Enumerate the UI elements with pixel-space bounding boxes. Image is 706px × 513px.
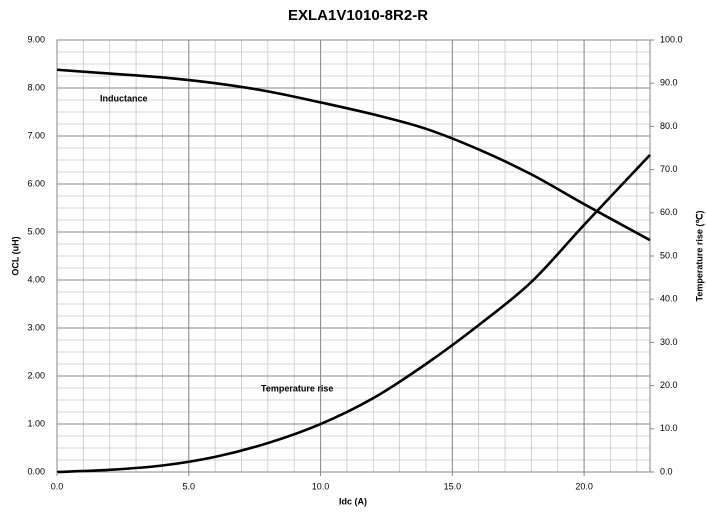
y2-tick-label: 40.0 <box>660 294 678 304</box>
y2-tick-label: 30.0 <box>660 337 678 347</box>
y2-tick-label: 60.0 <box>660 207 678 217</box>
y-tick-label: 2.00 <box>27 370 45 380</box>
annotation: Temperature rise <box>261 383 333 393</box>
y-axis-label: OCL (uH) <box>10 236 20 275</box>
y-tick-label: 5.00 <box>27 226 45 236</box>
series-line <box>56 68 651 242</box>
y2-axis-label: Temperature rise (℃) <box>694 211 704 302</box>
y-tick-label: 8.00 <box>27 82 45 92</box>
y2-tick-label: 50.0 <box>660 250 678 260</box>
y-tick-label: 0.00 <box>27 466 45 476</box>
y2-tick-label: 70.0 <box>660 164 678 174</box>
y2-tick-label: 0.0 <box>660 466 673 476</box>
x-tick-label: 20.0 <box>575 481 593 491</box>
y-tick-label: 7.00 <box>27 130 45 140</box>
y-tick-label: 3.00 <box>27 322 45 332</box>
x-tick-label: 0.0 <box>51 481 64 491</box>
chart-title: EXLA1V1010-8R2-R <box>288 7 428 24</box>
y2-tick-label: 90.0 <box>660 78 678 88</box>
y-tick-label: 9.00 <box>27 34 45 44</box>
x-tick-label: 5.0 <box>183 481 196 491</box>
y-tick-label: 1.00 <box>27 418 45 428</box>
y2-tick-label: 100.0 <box>660 34 683 44</box>
annotation: Inductance <box>100 93 148 103</box>
y-tick-label: 6.00 <box>27 178 45 188</box>
y2-tick-label: 20.0 <box>660 380 678 390</box>
y-tick-label: 4.00 <box>27 274 45 284</box>
x-tick-label: 10.0 <box>312 481 330 491</box>
y2-tick-label: 10.0 <box>660 423 678 433</box>
grid <box>56 39 651 473</box>
x-tick-label: 15.0 <box>444 481 462 491</box>
series-line <box>56 154 651 474</box>
x-axis-label: Idc (A) <box>339 496 367 506</box>
plot <box>56 68 651 474</box>
y2-tick-label: 80.0 <box>660 121 678 131</box>
